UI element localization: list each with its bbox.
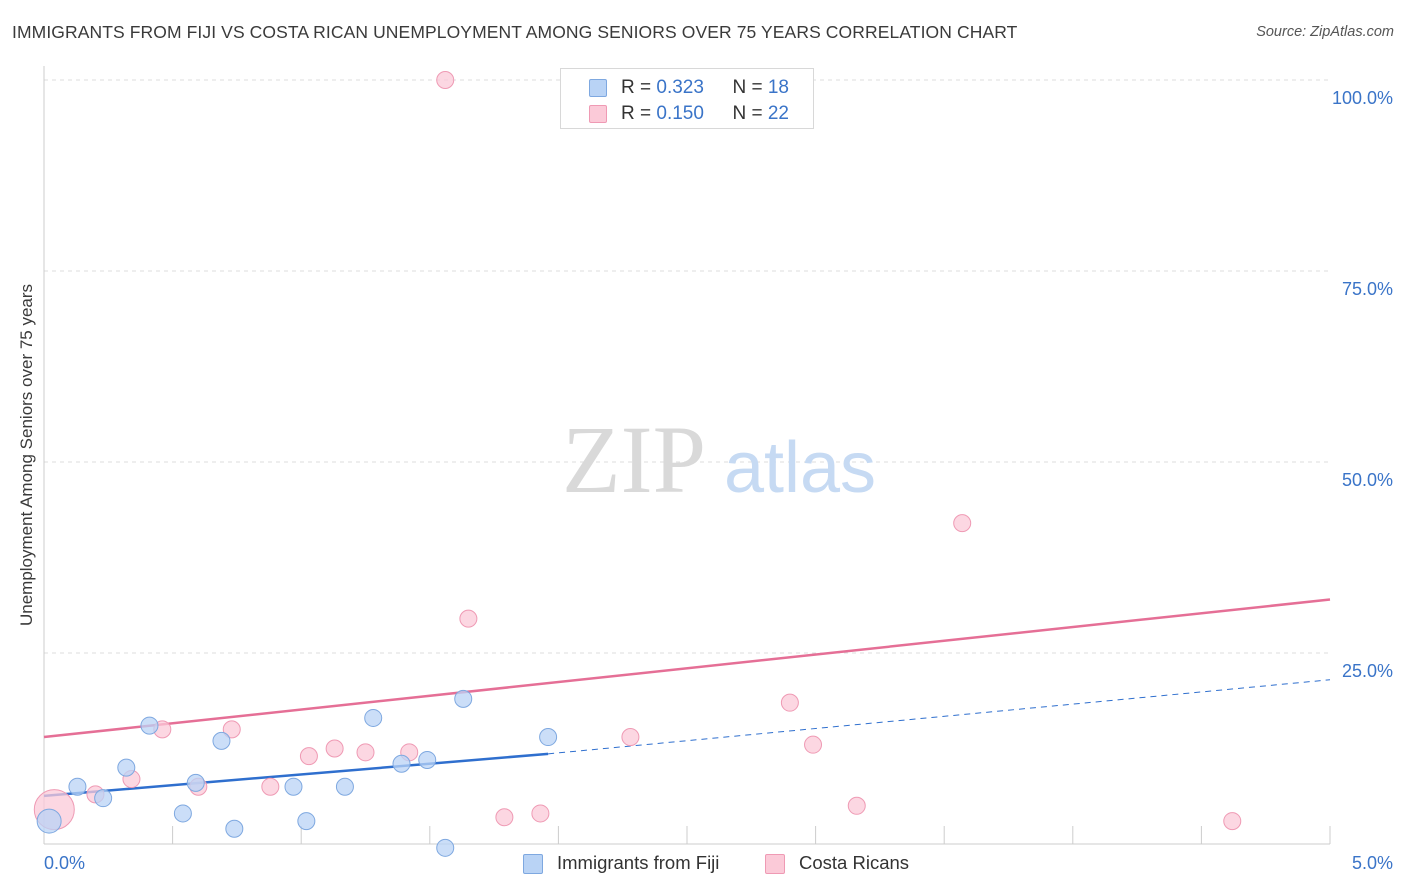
x-tick-label: 0.0% [44, 853, 85, 873]
point-fiji [225, 819, 244, 838]
y-tick-label: 50.0% [1342, 470, 1393, 490]
point-fiji [364, 708, 383, 727]
grid-lines [44, 79, 1330, 654]
bottom-legend-swatch-costa-rica [765, 854, 785, 874]
trend-line-fiji-extension [548, 679, 1331, 755]
legend-r-label: R = [621, 77, 657, 98]
point-fiji [36, 808, 62, 834]
trend-line-costa-rica [43, 598, 1331, 739]
trend-line-fiji [43, 752, 549, 798]
point-fiji [284, 777, 303, 796]
point-fiji [94, 789, 113, 808]
y-tick-label: 75.0% [1342, 279, 1393, 299]
point-costa-rica [299, 747, 318, 766]
legend-swatch-fiji [589, 79, 607, 97]
point-costa-rica [1223, 812, 1242, 831]
watermark: ZIP atlas [562, 406, 876, 513]
watermark-zip: ZIP [562, 406, 706, 513]
point-fiji [140, 716, 159, 735]
point-fiji [454, 689, 473, 708]
bottom-legend-label-costa-rica: Costa Ricans [799, 852, 910, 873]
bottom-legend-label-fiji: Immigrants from Fiji [557, 852, 720, 873]
point-fiji [68, 777, 87, 796]
point-fiji [117, 758, 136, 777]
point-costa-rica [325, 739, 344, 758]
stats-legend: R = 0.323 N = 18 R = 0.150 N = 22 [560, 68, 814, 129]
point-fiji [418, 750, 437, 769]
legend-n-value-costa-rica: 22 [767, 103, 789, 124]
point-fiji [436, 838, 455, 857]
legend-r-value-fiji: 0.323 [656, 77, 704, 98]
y-axis-title: Unemployment Among Seniors over 75 years [17, 283, 36, 627]
point-costa-rica [261, 777, 280, 796]
point-costa-rica [356, 743, 375, 762]
point-costa-rica [222, 720, 241, 739]
point-fiji [392, 754, 411, 773]
legend-n-label: N = [732, 77, 768, 98]
trend-lines [43, 598, 1331, 798]
point-costa-rica [495, 808, 514, 827]
source-label: Source: ZipAtlas.com [1256, 24, 1394, 40]
point-costa-rica [531, 804, 550, 823]
point-fiji [297, 812, 316, 831]
chart-title: IMMIGRANTS FROM FIJI VS COSTA RICAN UNEM… [12, 22, 1018, 42]
legend-swatch-costa-rica [589, 105, 607, 123]
bottom-legend-swatch-fiji [523, 854, 543, 874]
point-costa-rica [621, 728, 640, 747]
point-fiji [212, 731, 231, 750]
y-tick-label: 25.0% [1342, 661, 1393, 681]
x-tick-label: 5.0% [1352, 853, 1393, 873]
point-fiji [173, 804, 192, 823]
point-fiji [539, 728, 558, 747]
legend-n-value-fiji: 18 [767, 77, 789, 98]
point-fiji [186, 773, 205, 792]
x-tick-labels: 0.0% 5.0% [44, 853, 1393, 873]
watermark-atlas: atlas [724, 428, 876, 508]
y-tick-labels: 25.0% 50.0% 75.0% 100.0% [1332, 88, 1393, 681]
legend-n-label: N = [732, 103, 768, 124]
point-costa-rica [804, 735, 823, 754]
legend-r-label: R = [621, 103, 657, 124]
point-costa-rica [459, 609, 478, 628]
point-costa-rica [847, 796, 866, 815]
y-tick-label: 100.0% [1332, 88, 1393, 108]
point-fiji [335, 777, 354, 796]
point-costa-rica [953, 514, 972, 533]
data-points [33, 71, 1242, 857]
axes [43, 66, 1331, 845]
point-costa-rica [780, 693, 799, 712]
point-costa-rica [436, 71, 455, 89]
legend-r-value-costa-rica: 0.150 [656, 103, 704, 124]
